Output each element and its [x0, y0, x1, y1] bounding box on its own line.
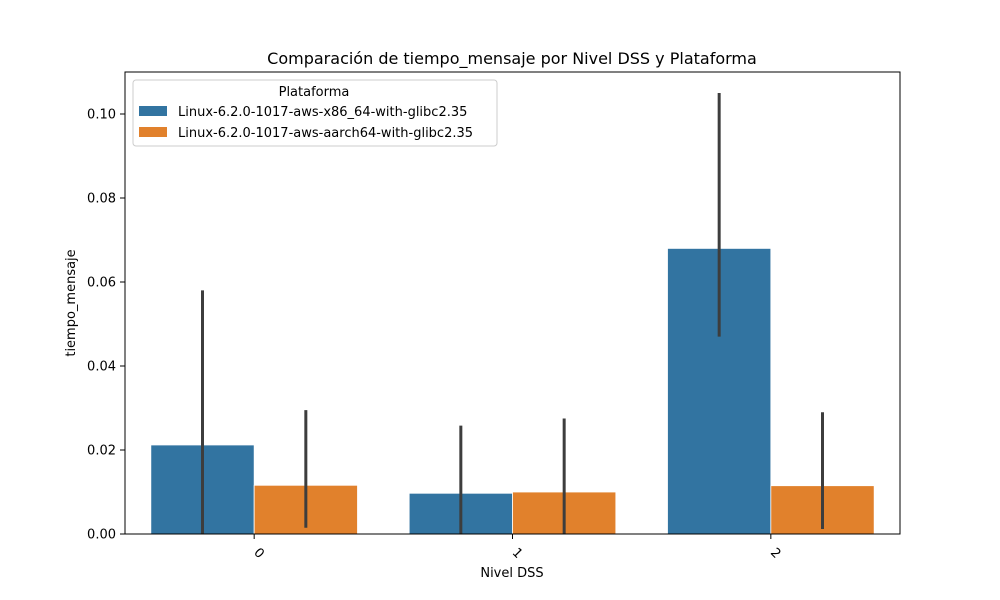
error-bars-group	[201, 93, 824, 534]
legend-label-series-1: Linux-6.2.0-1017-aws-x86_64-with-glibc2.…	[178, 105, 467, 120]
legend-swatch-series-2	[139, 127, 167, 137]
legend-swatch-series-1	[139, 106, 167, 116]
legend-frame	[132, 79, 498, 147]
x-tick-label: 1	[509, 545, 525, 561]
y-tick-label: 0.00	[87, 528, 116, 543]
y-axis: 0.00 0.02 0.04 0.06 0.08 0.10	[87, 108, 125, 543]
legend: Plataforma Linux-6.2.0-1017-aws-x86_64-wi…	[132, 79, 498, 147]
y-tick-label: 0.10	[87, 108, 116, 123]
x-tick-label: 0	[250, 545, 266, 561]
y-tick-label: 0.06	[87, 276, 116, 291]
y-axis-label: tiempo_mensaje	[64, 249, 79, 356]
x-axis: 0 1 2	[250, 534, 784, 562]
y-tick-label: 0.02	[87, 444, 116, 459]
chart-title: Comparación de tiempo_mensaje por Nivel …	[267, 49, 757, 69]
bars-group	[150, 247, 875, 535]
x-axis-label: Nivel DSS	[480, 566, 543, 581]
y-tick-label: 0.04	[87, 360, 116, 375]
legend-label-series-2: Linux-6.2.0-1017-aws-aarch64-with-glibc2…	[178, 126, 473, 141]
x-tick-label: 2	[767, 545, 783, 561]
y-tick-label: 0.08	[87, 192, 116, 207]
legend-title: Plataforma	[279, 85, 350, 100]
